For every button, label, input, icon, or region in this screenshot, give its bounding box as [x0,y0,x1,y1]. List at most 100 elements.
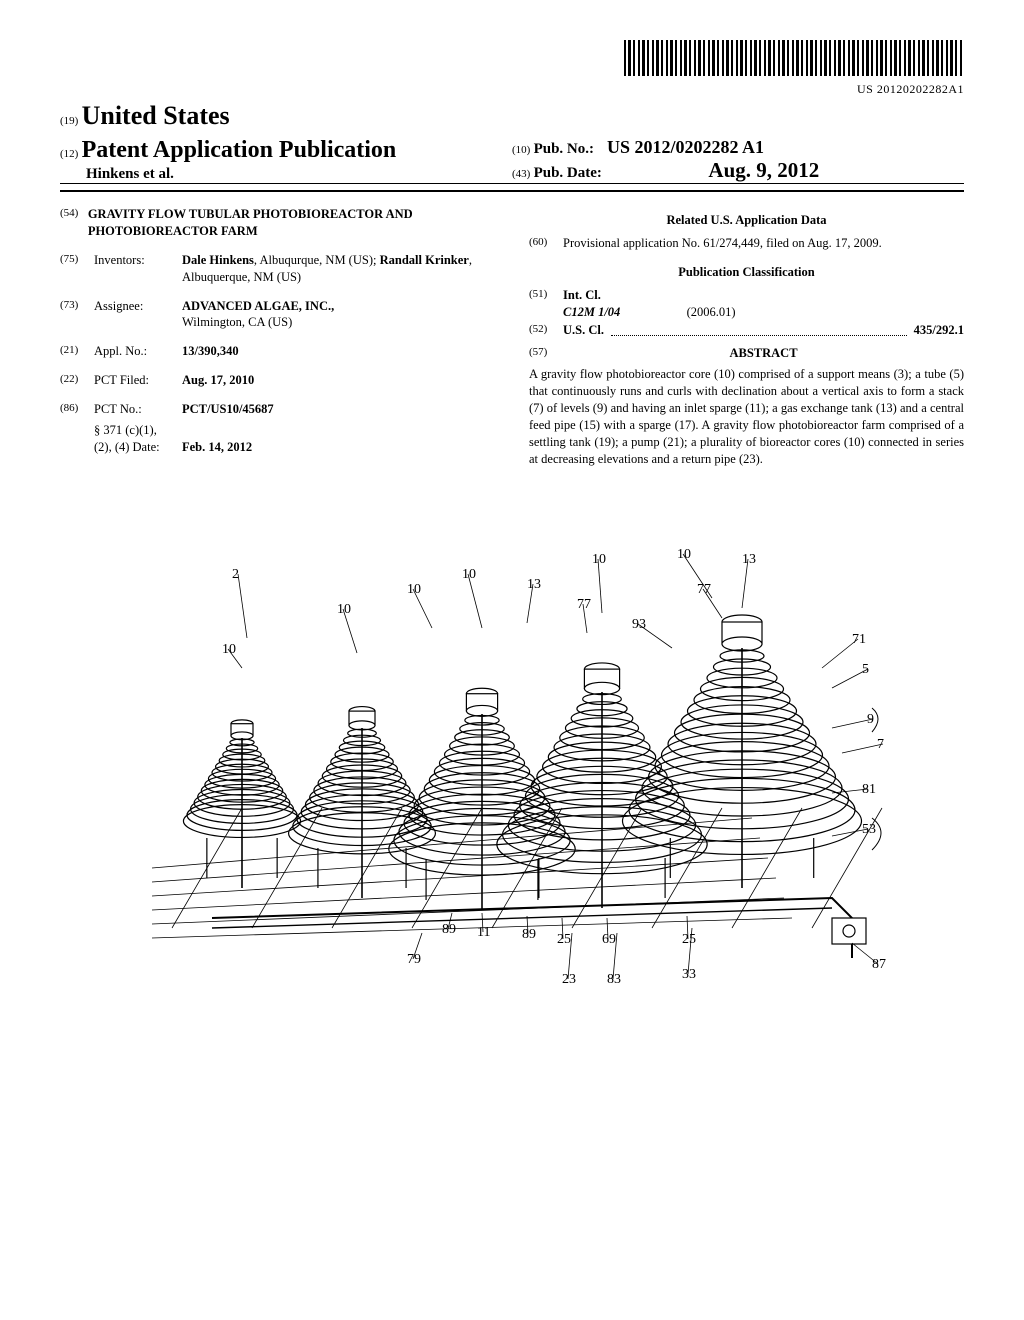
pubclass-head: Publication Classification [529,264,964,281]
field-num: (22) [60,372,94,389]
field-num: (51) [529,287,563,321]
inventor-name: Randall Krinker [380,253,469,267]
svg-text:10: 10 [407,582,421,597]
svg-text:10: 10 [677,547,691,562]
svg-text:25: 25 [557,932,571,947]
figure-svg: 2101010101013101377779371597815389118925… [132,518,892,1038]
svg-text:87: 87 [872,957,886,972]
svg-text:10: 10 [462,567,476,582]
assignee-loc: Wilmington, CA (US) [182,315,292,329]
barcode-block: US 20120202282A1 [60,40,964,97]
svg-text:79: 79 [407,952,421,967]
field-label: Assignee: [94,298,182,332]
s371-2: (2), (4) Date: [94,439,182,456]
inventor-name: Dale Hinkens [182,253,254,267]
related-head: Related U.S. Application Data [529,212,964,229]
svg-text:7: 7 [877,737,884,752]
invention-title: GRAVITY FLOW TUBULAR PHOTOBIOREACTOR AND… [88,206,495,240]
svg-text:9: 9 [867,712,874,727]
uscl-label: U.S. Cl. [563,322,604,339]
field-73: (73) Assignee: ADVANCED ALGAE, INC., Wil… [60,298,495,332]
field-21: (21) Appl. No.: 13/390,340 [60,343,495,360]
field-num: (52) [529,322,563,339]
dots [611,325,906,336]
field-label: Appl. No.: [94,343,182,360]
authors-line: Hinkens et al. [60,166,512,183]
svg-text:77: 77 [697,582,711,597]
uscl-value: 435/292.1 [914,322,964,339]
pct-filed: Aug. 17, 2010 [182,372,495,389]
svg-text:23: 23 [562,972,576,987]
field-num: (21) [60,343,94,360]
svg-text:81: 81 [862,782,876,797]
spacer [60,439,94,456]
svg-text:89: 89 [522,927,536,942]
svg-text:10: 10 [592,552,606,567]
field-label: PCT Filed: [94,372,182,389]
field-54: (54) GRAVITY FLOW TUBULAR PHOTOBIOREACTO… [60,206,495,240]
s371-date-val: Feb. 14, 2012 [182,440,252,454]
svg-text:10: 10 [337,602,351,617]
abstract-text: A gravity flow photobioreactor core (10)… [529,366,964,467]
field-86-sub2: (2), (4) Date: Feb. 14, 2012 [60,439,495,456]
bibliographic-columns: (54) GRAVITY FLOW TUBULAR PHOTOBIOREACTO… [60,206,964,468]
left-column: (54) GRAVITY FLOW TUBULAR PHOTOBIOREACTO… [60,206,495,468]
int-cl: Int. Cl. C12M 1/04 (2006.01) [563,287,964,321]
us-cl: U.S. Cl. 435/292.1 [563,322,964,339]
ref-19: (19) [60,115,78,127]
pct-no: PCT/US10/45687 [182,401,495,418]
spacer [60,422,94,439]
svg-text:77: 77 [577,597,591,612]
ref-43: (43) [512,168,530,180]
field-86-sub: § 371 (c)(1), [60,422,495,439]
svg-text:11: 11 [477,925,490,940]
field-num: (86) [60,401,94,418]
field-num: (54) [60,206,88,240]
field-75: (75) Inventors: Dale Hinkens, Albuqurque… [60,252,495,286]
s371-1: § 371 (c)(1), [94,422,182,439]
provisional: Provisional application No. 61/274,449, … [563,235,964,252]
field-52: (52) U.S. Cl. 435/292.1 [529,322,964,339]
barcode-number: US 20120202282A1 [60,82,964,97]
abstract-head: ABSTRACT [729,346,797,360]
inventors: Dale Hinkens, Albuqurque, NM (US); Randa… [182,252,495,286]
appl-no: 13/390,340 [182,343,495,360]
rule-thick [60,190,964,192]
figure: 2101010101013101377779371597815389118925… [60,518,964,1042]
ref-12: (12) [60,148,78,160]
pct-filed-val: Aug. 17, 2010 [182,373,254,387]
right-column: Related U.S. Application Data (60) Provi… [529,206,964,468]
abstract-label: ABSTRACT [563,345,964,362]
inventor-loc: , Albuqurque, NM (US); [254,253,380,267]
pct-no-val: PCT/US10/45687 [182,402,274,416]
svg-text:5: 5 [862,662,869,677]
field-label: Inventors: [94,252,182,286]
field-22: (22) PCT Filed: Aug. 17, 2010 [60,372,495,389]
svg-text:53: 53 [862,822,876,837]
svg-text:33: 33 [682,967,696,982]
field-num: (60) [529,235,563,252]
assignee-name: ADVANCED ALGAE, INC., [182,299,334,313]
intcl-code: C12M 1/04 [563,305,620,319]
field-num: (73) [60,298,94,332]
country-title: United States [82,101,230,130]
svg-text:13: 13 [527,577,541,592]
svg-text:89: 89 [442,922,456,937]
field-51: (51) Int. Cl. C12M 1/04 (2006.01) [529,287,964,321]
svg-text:83: 83 [607,972,621,987]
rule-thin [60,183,964,184]
publication-type: Patent Application Publication [82,137,397,163]
appl-no-val: 13/390,340 [182,344,239,358]
svg-text:93: 93 [632,617,646,632]
header: (19) United States (12) Patent Applicati… [60,101,964,183]
field-label: PCT No.: [94,401,182,418]
svg-text:25: 25 [682,932,696,947]
field-60: (60) Provisional application No. 61/274,… [529,235,964,252]
intcl-year: (2006.01) [687,305,736,319]
s371-date: Feb. 14, 2012 [182,439,495,456]
ref-10: (10) [512,144,530,156]
field-num: (57) [529,345,563,362]
field-86: (86) PCT No.: PCT/US10/45687 [60,401,495,418]
pubno: US 2012/0202282 A1 [607,137,764,157]
assignee: ADVANCED ALGAE, INC., Wilmington, CA (US… [182,298,495,332]
